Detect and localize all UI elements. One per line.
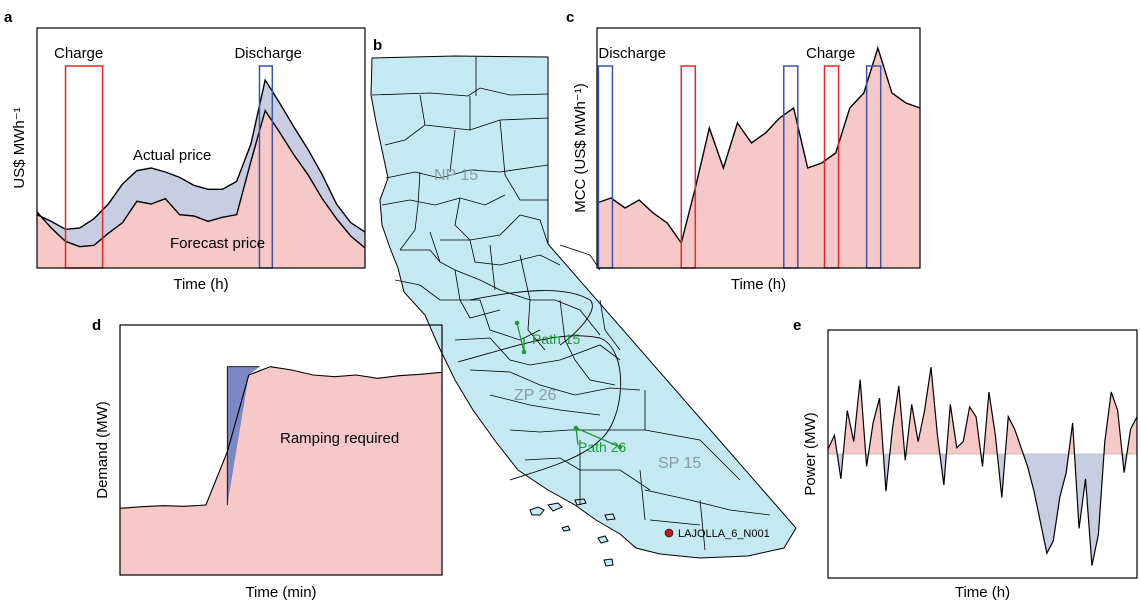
power-line bbox=[827, 367, 1138, 566]
path-15: Path 15 bbox=[514, 320, 580, 355]
y-axis-label: US$ MWh⁻¹ bbox=[11, 107, 28, 188]
region-label-sp15: SP 15 bbox=[658, 455, 701, 472]
forecast-price-series-label: Forecast price bbox=[170, 235, 265, 252]
region-label-zp26: ZP 26 bbox=[514, 387, 557, 404]
plot-frame bbox=[596, 27, 921, 269]
island bbox=[529, 506, 545, 516]
actual-price-series-label: Actual price bbox=[133, 147, 211, 164]
county-lines bbox=[371, 57, 771, 551]
zone-boundary bbox=[469, 290, 593, 346]
forecast-price-area bbox=[37, 110, 365, 269]
demand-area bbox=[120, 366, 442, 575]
plot-frame bbox=[119, 324, 443, 576]
plot-frame bbox=[827, 329, 1138, 579]
region-label-np15: NP 15 bbox=[434, 167, 478, 184]
x-axis-label: Time (min) bbox=[245, 584, 316, 601]
panel-e-power-chart: Time (h) Power (MW) e bbox=[793, 317, 1138, 601]
panel-c-mcc-chart: Discharge Charge Time (h) MCC (US$ MWh⁻¹) c bbox=[566, 9, 921, 293]
path-26-label: Path 26 bbox=[578, 439, 626, 455]
discharge-label: Discharge bbox=[598, 45, 666, 62]
island bbox=[597, 535, 609, 544]
island bbox=[603, 558, 614, 567]
node-label: LAJOLLA_6_N001 bbox=[678, 528, 770, 540]
discharge-label: Discharge bbox=[234, 45, 302, 62]
power-above-area bbox=[828, 367, 1137, 454]
panel-d-demand-chart: Ramping required Time (min) Demand (MW) d bbox=[92, 317, 443, 601]
x-axis-label: Time (h) bbox=[731, 276, 786, 293]
actual-price-line bbox=[36, 78, 366, 233]
island bbox=[574, 498, 587, 506]
demand-line bbox=[119, 366, 443, 509]
panel-letter-d: d bbox=[92, 317, 101, 334]
panel-letter-a: a bbox=[4, 9, 13, 26]
ramping-required-label: Ramping required bbox=[280, 430, 399, 447]
path-26: Path 26 bbox=[573, 425, 626, 455]
zone-boundary bbox=[457, 335, 622, 481]
panel-letter-b: b bbox=[373, 37, 382, 54]
california-map: NP 15 ZP 26 SP 15 Path 15 Path 26 LAJOLL… bbox=[370, 37, 797, 567]
ramping-area bbox=[227, 366, 260, 505]
charge-label: Charge bbox=[54, 45, 103, 62]
path-15-label: Path 15 bbox=[532, 331, 580, 347]
california-outline bbox=[370, 55, 797, 559]
y-axis-label: Power (MW) bbox=[802, 412, 819, 495]
forecast-price-line bbox=[36, 109, 366, 249]
mcc-area bbox=[597, 48, 920, 268]
panel-letter-e: e bbox=[793, 317, 801, 334]
node-marker bbox=[664, 528, 674, 538]
y-axis-label: Demand (MW) bbox=[94, 401, 111, 499]
island bbox=[547, 502, 563, 512]
y-axis-label: MCC (US$ MWh⁻¹) bbox=[572, 83, 589, 213]
x-axis-label: Time (h) bbox=[955, 584, 1010, 601]
island bbox=[604, 513, 616, 521]
power-below-area bbox=[828, 454, 1137, 566]
plot-frame bbox=[36, 27, 366, 269]
panel-letter-c: c bbox=[566, 9, 574, 26]
x-axis-label: Time (h) bbox=[173, 276, 228, 293]
charge-label: Charge bbox=[806, 45, 855, 62]
panel-a-price-chart: Charge Discharge Actual price Forecast pric… bbox=[4, 9, 366, 293]
island bbox=[561, 525, 571, 532]
